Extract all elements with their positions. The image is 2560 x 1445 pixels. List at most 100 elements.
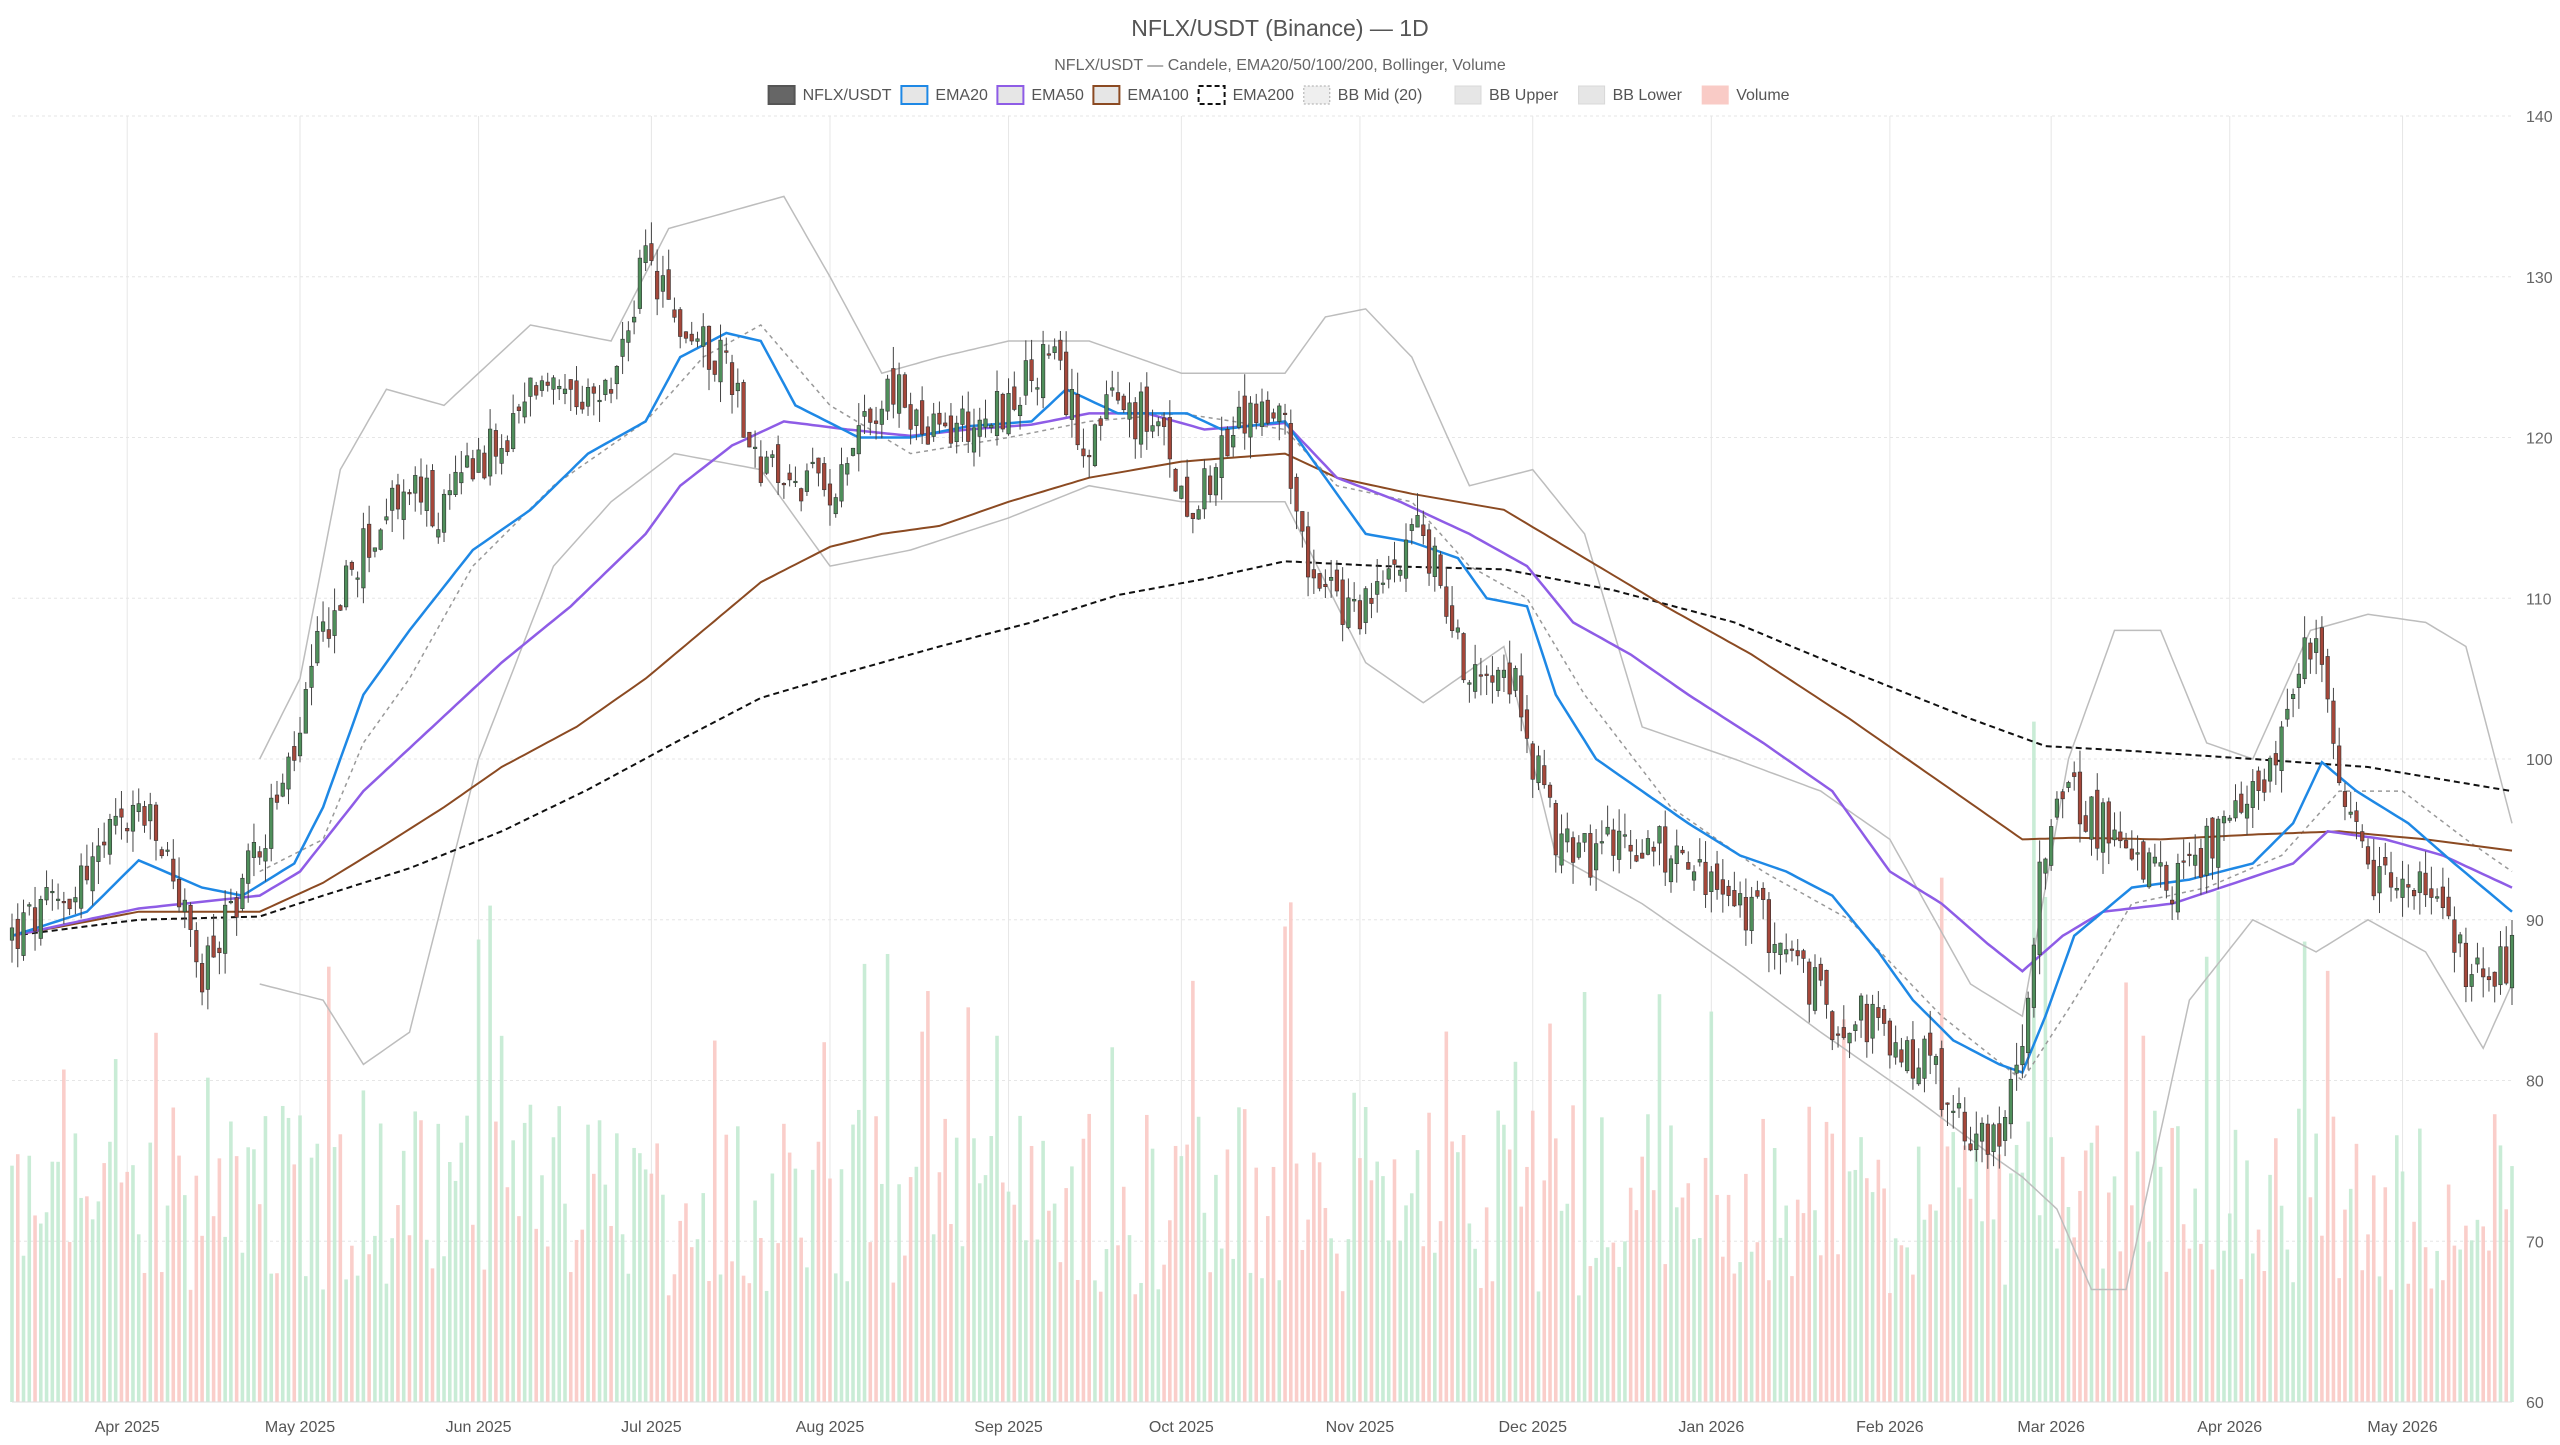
volume-bar [344, 1279, 348, 1402]
volume-bar [632, 1147, 636, 1402]
volume-bar [327, 966, 331, 1402]
volume-bar [2170, 1127, 2174, 1402]
volume-bar [2441, 1280, 2445, 1402]
candle-body [1864, 1003, 1869, 1043]
candle-body [2406, 884, 2411, 888]
legend-label: EMA100 [1127, 87, 1188, 104]
candle-body [1081, 448, 1086, 457]
y-tick-label: 130 [2526, 270, 2553, 287]
candle-body [1409, 524, 1414, 531]
volume-bar [2204, 956, 2209, 1402]
volume-bar [1081, 1138, 1086, 1402]
volume-bar [1577, 1295, 1581, 1402]
legend-swatch [1303, 85, 1331, 105]
candle-body [718, 339, 723, 383]
volume-bar [2026, 1121, 2030, 1402]
volume-bar [2216, 891, 2221, 1402]
volume-bar [1168, 1220, 1172, 1402]
volume-bar [1530, 1110, 1535, 1402]
volume-bar [1006, 1191, 1011, 1402]
volume-bar [712, 1040, 717, 1402]
candle-body [908, 404, 913, 430]
volume-bar [1991, 1219, 1996, 1402]
candle-body [2043, 858, 2048, 874]
volume-bar [603, 1184, 608, 1402]
candle-body [1899, 1049, 1904, 1063]
volume-bar [1876, 1159, 1881, 1402]
volume-bar [810, 1169, 815, 1402]
volume-bar [1064, 1188, 1068, 1402]
candle-body [338, 605, 343, 611]
volume-bar [1260, 1278, 1264, 1402]
candle-body [361, 528, 366, 589]
volume-bar [338, 1134, 343, 1402]
candle-body [1686, 862, 1691, 870]
candle-body [320, 621, 326, 632]
volume-bar [2078, 1190, 2082, 1402]
candle-body [937, 412, 942, 425]
volume-bar [476, 939, 481, 1402]
volume-bar [1657, 994, 1662, 1402]
volume-bar [2331, 1116, 2336, 1402]
volume-bar [1363, 1107, 1368, 1402]
volume-bar [2037, 1215, 2042, 1402]
volume-bar [1219, 1248, 1224, 1402]
candle-body [1824, 969, 1829, 1005]
candle-body [1945, 1102, 1950, 1105]
candle-body [735, 382, 740, 392]
candle-body [1974, 1133, 1979, 1150]
candle-body [1519, 675, 1524, 718]
x-tick-label: Aug 2025 [796, 1419, 865, 1436]
volume-bar [211, 1216, 216, 1402]
candle-body [286, 756, 291, 790]
candle-body [1277, 405, 1282, 422]
candle-body [349, 561, 354, 570]
candle-body [171, 858, 176, 882]
candle-body [850, 447, 856, 456]
candle-body [228, 900, 233, 904]
candle-body [620, 338, 625, 357]
candle-body [2371, 859, 2376, 897]
candle-body [2446, 896, 2451, 917]
legend-item: EMA20 [900, 85, 988, 105]
candle-body [2204, 825, 2209, 876]
volume-bar [977, 1183, 982, 1402]
candle-body [839, 464, 844, 502]
volume-bar [1277, 1280, 1282, 1402]
candle-body [1231, 434, 1236, 448]
volume-bar [1150, 1148, 1155, 1402]
volume-bar [1340, 1291, 1345, 1402]
candle-body [1346, 597, 1351, 628]
legend-label: EMA20 [935, 87, 988, 104]
candle-body [1219, 435, 1224, 478]
volume-bar [1911, 1274, 1915, 1402]
candle-body [2377, 866, 2382, 894]
volume-bar [62, 1069, 66, 1402]
candle-body [2400, 878, 2405, 898]
volume-bar [1732, 1273, 1737, 1402]
volume-bar [782, 1123, 786, 1402]
candle-body [1893, 1042, 1898, 1058]
volume-bar [701, 1193, 706, 1402]
volume-bar [891, 1282, 896, 1402]
candle-body [1870, 1003, 1875, 1039]
volume-bar [1196, 1116, 1201, 1402]
volume-bar [868, 1242, 873, 1402]
candle-body [1565, 828, 1570, 843]
candle-body [1933, 1056, 1939, 1065]
volume-bar [2268, 1174, 2272, 1402]
candle-body [1064, 351, 1069, 416]
volume-bar [1047, 1210, 1051, 1402]
candle-body [660, 275, 666, 292]
candle-body [1853, 1024, 1858, 1031]
volume-bar [2481, 1226, 2485, 1402]
candle-body [79, 865, 84, 909]
candle-body [2435, 896, 2440, 899]
volume-bar [1329, 1238, 1333, 1402]
legend-item: BB Mid (20) [1303, 85, 1422, 105]
candle-body [1150, 425, 1155, 432]
volume-bar [2009, 1173, 2013, 1402]
volume-bar [2435, 1250, 2439, 1402]
candle-body [436, 529, 441, 538]
volume-bar [540, 1175, 544, 1402]
